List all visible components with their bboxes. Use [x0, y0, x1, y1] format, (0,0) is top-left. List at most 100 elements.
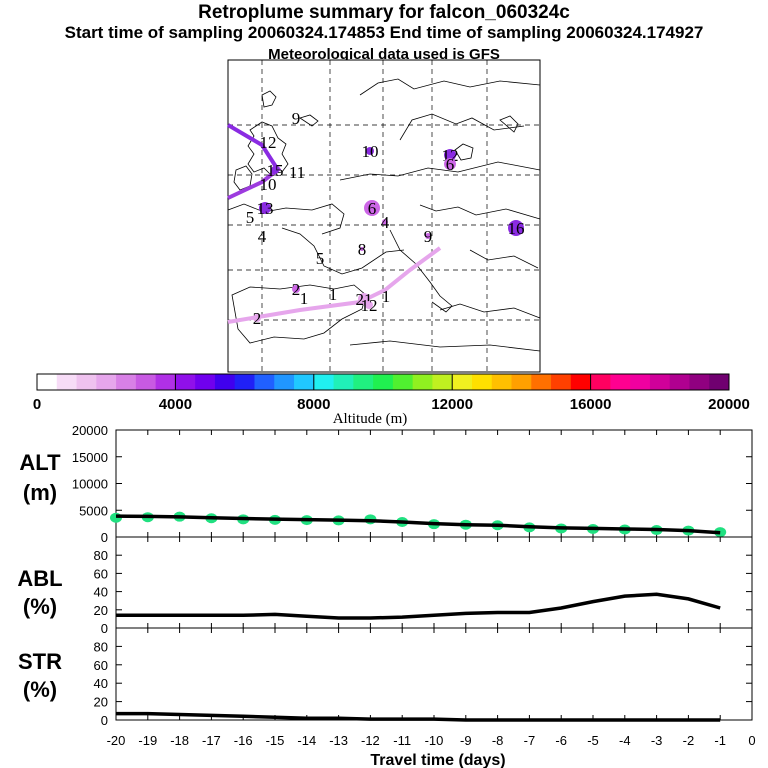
map-marker: 1: [300, 289, 309, 308]
marker-label: 16: [508, 219, 525, 238]
map-marker: 1: [382, 287, 391, 306]
colorbar-swatch: [195, 374, 216, 390]
x-tick-label: -4: [619, 733, 631, 748]
colorbar-swatch: [313, 374, 335, 390]
map-marker: 15: [267, 161, 284, 180]
marker-dot: [366, 147, 374, 155]
colorbar-swatch: [471, 374, 493, 390]
x-tick-label: -6: [555, 733, 567, 748]
y-tick-label: 0: [101, 621, 108, 636]
marker-dot: [271, 166, 279, 174]
y-tick-label: 80: [94, 548, 108, 563]
colorbar-swatch: [491, 374, 513, 390]
y-tick-label: 10000: [72, 477, 108, 492]
met-data-note: Meteorological data used is GFS: [268, 46, 500, 63]
marker-label: 6: [368, 199, 377, 218]
colorbar-swatch: [76, 374, 97, 390]
marker-dot: [508, 220, 524, 236]
marker-label: 1: [329, 285, 338, 304]
x-tick-label: -11: [393, 733, 411, 748]
marker-label: 5: [316, 249, 325, 268]
series-line-abl: [116, 592, 721, 620]
marker-label: 11: [289, 163, 305, 182]
panel-label: ABL: [17, 566, 62, 591]
y-tick-label: 60: [94, 658, 108, 673]
colorbar-swatch: [353, 374, 374, 390]
colorbar-tick-label: 20000: [708, 396, 750, 413]
colorbar-swatch: [531, 374, 552, 390]
colorbar-tick-label: 16000: [570, 396, 612, 413]
colorbar-swatch: [709, 374, 730, 390]
chart-title: Retroplume summary for falcon_060324c: [198, 2, 570, 23]
colorbar-swatch: [333, 374, 354, 390]
panel-abl: 0 20 40 60 80 ABL (%): [17, 536, 753, 636]
x-tick-label: -17: [202, 733, 221, 748]
y-tick-label: 0: [101, 713, 108, 728]
x-tick-label: -12: [361, 733, 380, 748]
colorbar-tick-label: 8000: [297, 396, 330, 413]
marker-label: 12: [260, 133, 277, 152]
map-marker: 5: [246, 208, 255, 227]
marker-dot: [365, 301, 373, 309]
x-tick-label: -10: [425, 733, 444, 748]
colorbar-swatch: [511, 374, 532, 390]
marker-label: 8: [358, 240, 367, 259]
colorbar-swatch: [551, 374, 572, 390]
colorbar-swatch: [135, 374, 157, 390]
marker-label: 1: [382, 287, 391, 306]
map-marker: 2: [292, 280, 301, 299]
x-tick-label: -3: [651, 733, 663, 748]
marker-label: 13: [257, 199, 274, 218]
series-line-str: [116, 711, 721, 722]
colorbar-swatch: [116, 374, 137, 390]
panel-str: 0 20 40 60 80 STR (%): [18, 627, 753, 728]
marker-dot: [382, 219, 388, 225]
marker-dot: [360, 247, 364, 251]
map-marker: 10: [362, 142, 379, 161]
x-tick-label: -18: [170, 733, 189, 748]
x-tick-label: -16: [234, 733, 253, 748]
x-tick-label: -14: [297, 733, 316, 748]
x-tick-label: -2: [683, 733, 695, 748]
map-marker: 9: [292, 109, 301, 128]
marker-label: 9: [424, 227, 433, 246]
map-marker: 12: [361, 296, 378, 315]
marker-label: 2: [292, 280, 301, 299]
colorbar-swatch: [56, 374, 78, 390]
colorbar-swatch: [274, 374, 295, 390]
marker-dot: [364, 200, 380, 216]
colorbar-swatch: [392, 374, 414, 390]
colorbar-swatch: [96, 374, 117, 390]
marker-dot: [292, 285, 300, 293]
colorbar-swatch: [669, 374, 690, 390]
marker-label: 10: [260, 175, 277, 194]
map-marker: 10: [260, 175, 277, 194]
marker-dot: [444, 149, 456, 161]
x-axis-label: Travel time (days): [370, 752, 505, 768]
colorbar-swatch: [214, 374, 236, 390]
panel-unit: (%): [23, 594, 57, 619]
marker-label: 10: [362, 142, 379, 161]
marker-label: 2: [253, 309, 262, 328]
colorbar-swatch: [452, 374, 473, 390]
marker-label: 9: [292, 109, 301, 128]
colorbar-axis-label: Altitude (m): [333, 411, 408, 427]
marker-label: 12: [361, 296, 378, 315]
marker-label: 4: [258, 227, 267, 246]
x-tick-label: -20: [107, 733, 126, 748]
map-marker: 9: [424, 227, 433, 246]
x-tick-label: -9: [460, 733, 472, 748]
marker-dot: [425, 233, 431, 239]
colorbar-swatch: [689, 374, 710, 390]
map-marker: 16: [508, 219, 525, 238]
panel-label: STR: [18, 649, 62, 674]
colorbar-tick-label: 12000: [431, 396, 473, 413]
x-tick-label: -19: [138, 733, 157, 748]
track-north-1: [226, 123, 280, 172]
colorbar-swatch: [254, 374, 275, 390]
colorbar-swatch: [234, 374, 255, 390]
map-marker: 4: [381, 213, 390, 232]
y-tick-label: 80: [94, 639, 108, 654]
